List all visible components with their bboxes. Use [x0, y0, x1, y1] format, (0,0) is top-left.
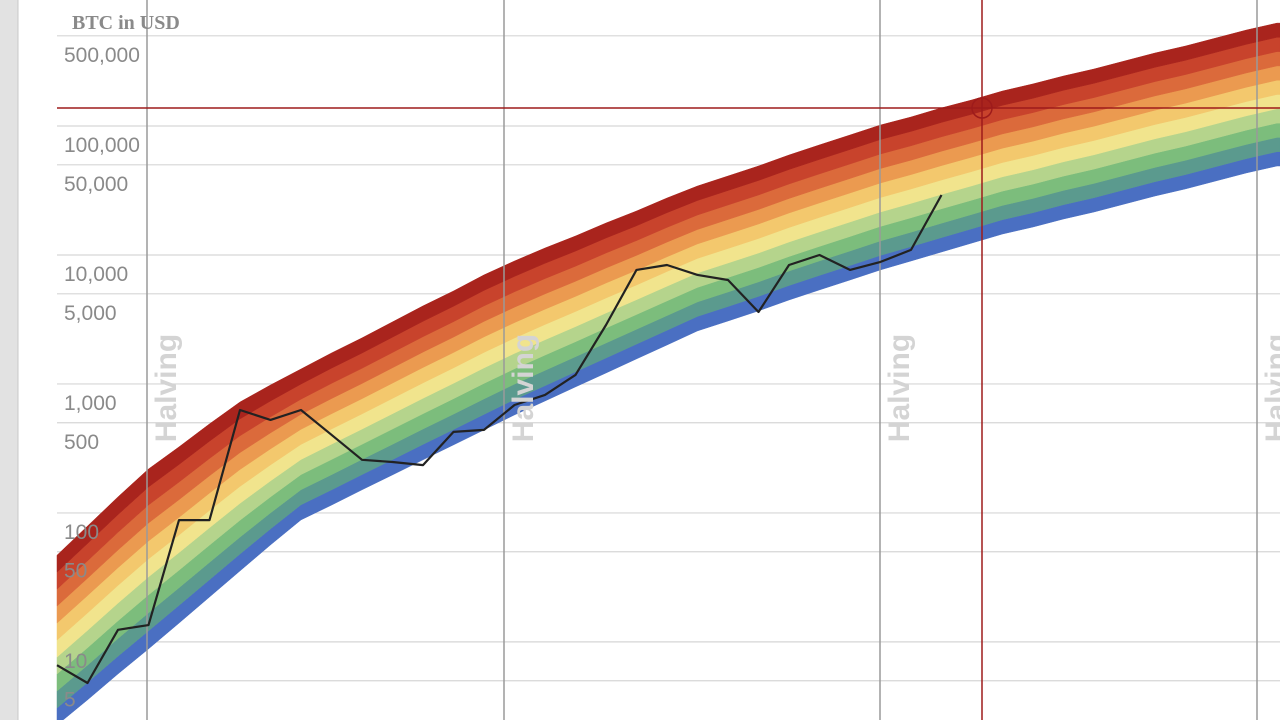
side-frame	[0, 0, 18, 720]
rainbow-band	[56, 22, 1280, 573]
y-tick-label: 500	[64, 431, 99, 454]
y-tick-label: 10	[64, 650, 87, 673]
y-tick-label: 100	[64, 521, 99, 544]
crosshair-dot	[971, 97, 993, 119]
y-tick-label: 1,000	[64, 392, 117, 415]
y-tick-label: 100,000	[64, 134, 140, 157]
halving-label: Halving	[150, 334, 183, 442]
halving-label: Halving	[883, 334, 916, 442]
y-tick-label: 5	[64, 689, 76, 712]
chart-title: BTC in USD	[72, 12, 180, 34]
y-tick-label: 500,000	[64, 44, 140, 67]
halving-lines	[146, 0, 1258, 720]
y-tick-label: 50,000	[64, 173, 128, 196]
crosshair	[57, 0, 1280, 720]
halving-label: Halving	[507, 334, 540, 442]
rainbow	[56, 22, 1280, 720]
halving-label: Halving	[1260, 334, 1280, 442]
price	[56, 194, 943, 685]
price-line	[56, 194, 943, 685]
y-tick-label: 50	[64, 560, 87, 583]
y-tick-label: 10,000	[64, 263, 128, 286]
y-tick-label: 5,000	[64, 302, 117, 325]
labels: 5 10 50 100 500 1,000 5,000 10,000 50,000 100,000…	[64, 44, 1280, 712]
